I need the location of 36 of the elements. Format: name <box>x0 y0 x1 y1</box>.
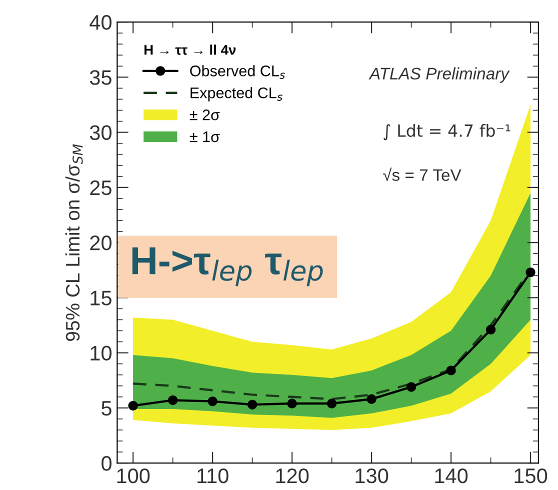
x-tick-label: 130 <box>356 468 388 484</box>
annotation: H->τ$_{lep}$ τ$_{lep}$ <box>132 247 323 286</box>
point <box>208 396 218 406</box>
y-tick-label: 5 <box>102 401 112 416</box>
point <box>247 400 258 410</box>
point <box>366 394 376 404</box>
y-tick-label: 10 <box>90 346 112 361</box>
x-tick-label: 120 <box>276 468 309 484</box>
y-tick-label: 35 <box>90 70 112 85</box>
point <box>326 398 337 408</box>
x-tick-label: 140 <box>435 468 468 484</box>
point <box>486 324 496 335</box>
legend-label: Observed CL$_{s}$ <box>190 65 285 79</box>
y-tick-label: 15 <box>90 290 112 306</box>
legend-label: ± 2σ <box>190 109 220 120</box>
legend-label: Expected CL$_{s}$ <box>190 87 282 102</box>
y-tick-label: 40 <box>90 15 112 30</box>
point <box>128 400 138 411</box>
y-tick-label: 0 <box>102 456 112 471</box>
x-tick-label: 110 <box>198 468 228 484</box>
y-tick-label: 30 <box>90 125 112 140</box>
annotation: ∫ Ldt = 4.7 fb⁻¹ <box>384 124 510 140</box>
x-tick-label: 100 <box>117 468 150 484</box>
y-tick-label: 20 <box>90 236 112 250</box>
point <box>168 395 178 406</box>
y-tick-label: 25 <box>90 180 112 196</box>
annotation: √s = 7 TeV <box>383 168 462 181</box>
point <box>446 366 456 376</box>
x-tick-label: 150 <box>514 468 548 484</box>
annotation: ATLAS Preliminary <box>368 67 510 83</box>
point <box>287 398 297 408</box>
y-axis-title: 95% CL Limit on σ/σ$_{SM}$ <box>65 144 83 341</box>
point <box>526 267 536 278</box>
point <box>406 382 416 392</box>
legend-label: ± 1σ <box>190 132 220 142</box>
legend-title: H → ττ → ll 4ν <box>144 44 236 55</box>
